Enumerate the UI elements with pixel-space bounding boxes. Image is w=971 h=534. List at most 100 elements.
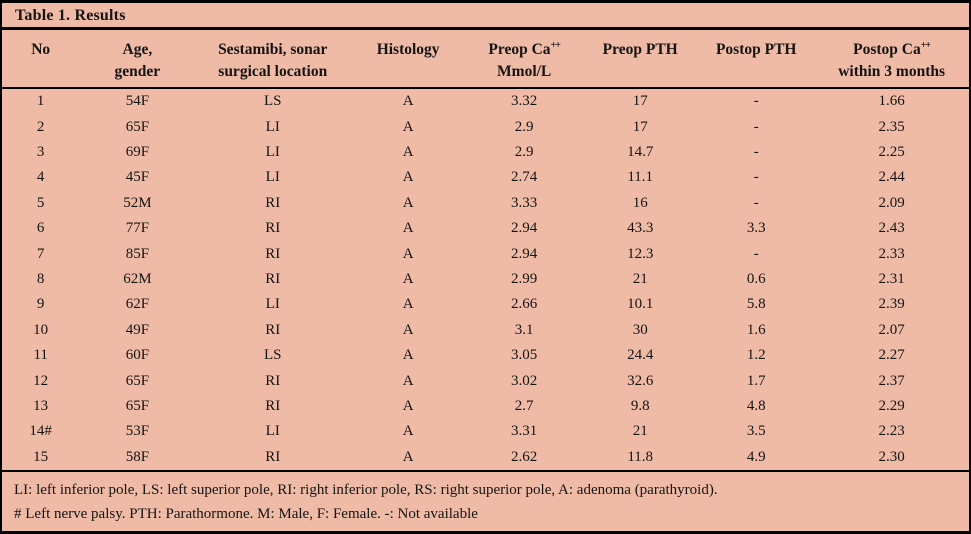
footnote-abbreviations: LI: left inferior pole, LS: left superio… [14,482,718,499]
table-body: 1 54F LS A 3.32 17-1.66 2 65F LI A 2.9 17-2.35 3 69F L… [2,88,969,470]
table-cell: A [402,296,414,313]
table-cell: 53F [125,423,150,440]
table-cell: 2.99 [511,271,538,287]
table-cell: 0.6 [746,271,766,287]
table-cell: 62M [123,271,152,287]
table-row: 10 49F RI A 3.1 30 1.6 2.07 [2,318,969,343]
table-cell: 30 [632,321,648,338]
table-cell: A [402,372,414,389]
table-cell: RI [265,194,281,211]
table-cell: 4.8 [746,398,766,415]
table-cell: 3.33 [511,194,538,211]
col-header-preop-ca: Preop Ca++ Mmol/L [466,30,583,90]
table-cell: LS [263,93,282,110]
table-footnotes: LI: left inferior pole, LS: left superio… [2,470,969,526]
table-cell: RI [265,220,281,237]
table-row: 11 60F LS A 3.05 24.4 1.2 2.27 [2,343,969,368]
table-cell: LI [265,169,280,186]
table-cell: 2.94 [511,220,538,237]
table-cell: 2.39 [878,296,905,313]
table-row: 13 65F RI A 2.7 9.8 4.8 2.29 [2,394,969,419]
table-cell: 1.66 [878,93,905,110]
table-cell: 11.1 [627,169,654,186]
table-cell: RI [265,271,281,287]
table-cell: A [402,347,414,364]
table-row: 15 58F RI A 2.62 11.8 4.9 2.30 [2,445,969,470]
table-cell: A [402,271,414,287]
table-cell: 2.43 [878,220,905,237]
col-header-surgical-location: Sestamibi, sonar surgical location [195,30,351,90]
table-cell: 2.31 [878,271,905,287]
table-row: 14# 53F LI A 3.31 21 3.5 2.23 [2,419,969,444]
table-cell: RI [265,372,281,389]
table-cell: - [753,169,759,186]
table-cell: - [753,118,759,135]
table-cell: 32.6 [627,372,654,389]
table-cell: 2.35 [878,118,905,135]
table-cell: 3 [36,143,45,160]
table-cell: 5 [36,194,45,211]
table-cell: 21 [632,423,648,440]
table-cell: 12 [33,372,49,389]
table-row: 8 62M RI A 2.99 21 0.6 2.31 [2,267,969,292]
table-cell: 2.27 [878,347,905,364]
table-cell: A [402,423,414,440]
table-cell: 2.9 [514,143,534,160]
table-cell: 77F [125,220,150,237]
table-cell: 6 [36,220,45,237]
table-cell: 2.62 [511,448,538,465]
col-header-no: No [2,30,80,90]
table-cell: 3.32 [511,93,538,110]
table-cell: 69F [125,143,150,160]
table-cell: 24.4 [627,347,654,364]
table-cell: 2.74 [511,169,538,186]
table-cell: 13 [33,398,49,415]
table-cell: A [402,321,414,338]
table-row: 5 52M RI A 3.33 16 - 2.09 [2,191,969,216]
table-cell: A [402,118,414,135]
table-cell: 8 [36,271,45,287]
table-cell: 10.1 [627,296,654,313]
table-cell: - [753,143,759,160]
table-cell: 3.31 [511,423,538,440]
table-cell: 7 [36,245,45,262]
table-cell: 2.29 [878,398,905,415]
table-cell: 85F [125,245,150,262]
table-cell: 2.07 [878,321,905,338]
table-cell: 17 [632,93,648,110]
table-row: 3 69F LI A 2.9 14.7 - 2.25 [2,140,969,165]
table-cell: RI [265,398,281,415]
table-cell: 2.37 [878,372,905,389]
table-cell: A [402,448,414,465]
table-cell: - [753,194,759,211]
table-cell: 14.7 [627,143,654,160]
table-cell: 2.30 [878,448,905,465]
table-cell: 5.8 [746,296,766,313]
table-cell: 2.33 [878,245,905,262]
table-cell: 2.66 [511,296,538,313]
table-header: No Age, gender Sestamibi, sonar surgical… [2,30,969,90]
table-cell: 3.05 [511,347,538,364]
table-cell: 9 [36,296,45,313]
table-cell: A [402,245,414,262]
table-row: 2 65F LI A 2.9 17 - 2.35 [2,115,969,140]
col-header-age-gender: Age, gender [79,30,196,90]
table-cell: 65F [125,398,150,415]
table-cell: 1 [36,93,45,110]
table-cell: A [402,143,414,160]
table-cell: 1.2 [746,347,766,364]
table-cell: 21 [632,271,648,287]
table-cell: 2.25 [878,143,905,160]
table-cell: A [402,169,414,186]
table-cell: 43.3 [627,220,654,237]
table-cell: 49F [125,321,150,338]
table-cell: 65F [125,118,150,135]
table-cell: 60F [125,347,150,364]
table-cell: A [402,398,414,415]
table-cell: 10 [33,321,49,338]
table-cell: 3.5 [746,423,766,440]
table-cell: 2.9 [514,118,534,135]
table-cell: 3.1 [514,321,534,338]
table-cell: RI [265,321,281,338]
